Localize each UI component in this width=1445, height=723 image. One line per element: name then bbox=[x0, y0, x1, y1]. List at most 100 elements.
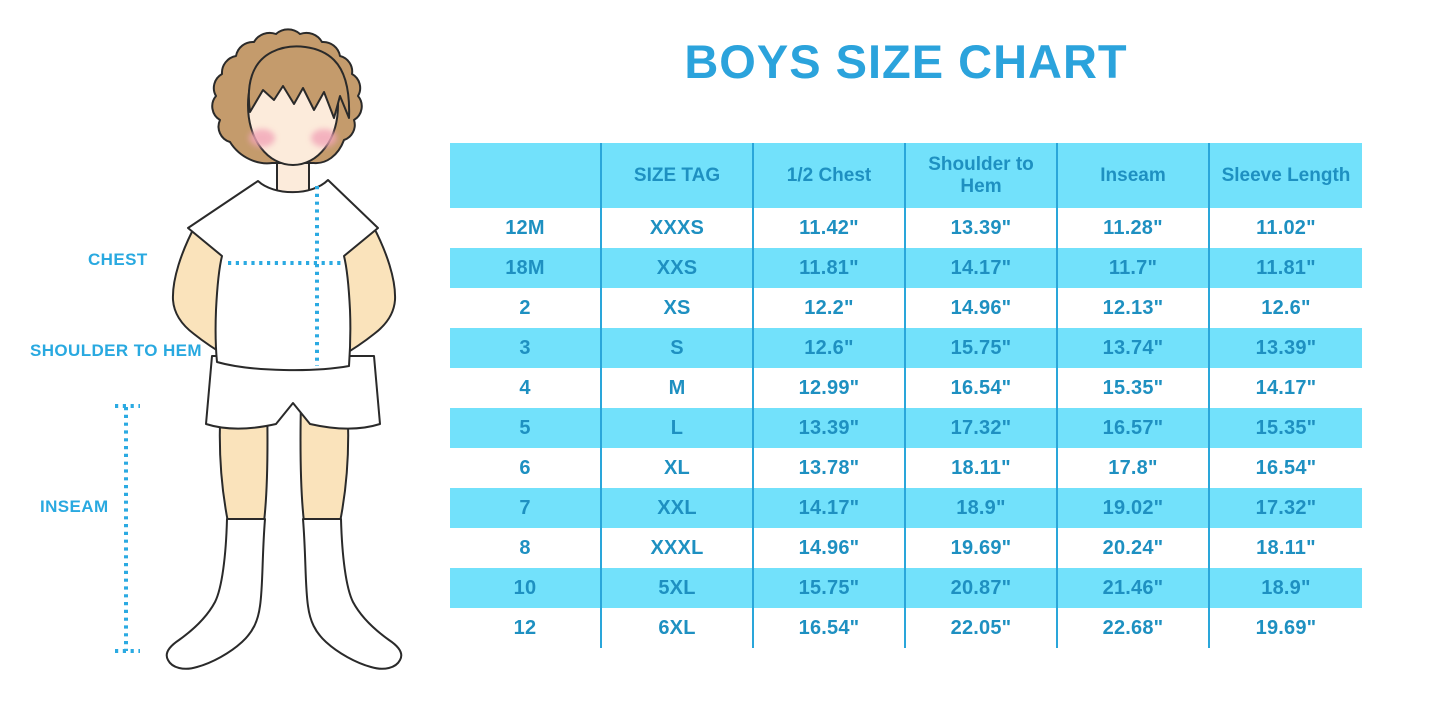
table-header-row: SIZE TAG 1/2 Chest Shoulder to Hem Inseam Sl… bbox=[450, 143, 1362, 208]
table-cell: 13.78" bbox=[754, 448, 906, 488]
table-cell: 22.68" bbox=[1058, 608, 1210, 648]
table-cell: 12.99" bbox=[754, 368, 906, 408]
blush-right bbox=[311, 129, 337, 147]
table-cell: 4 bbox=[450, 368, 602, 408]
hair-bangs bbox=[247, 45, 351, 119]
size-table: SIZE TAG 1/2 Chest Shoulder to Hem Inseam Sl… bbox=[450, 143, 1362, 648]
table-cell: 8 bbox=[450, 528, 602, 568]
table-cell: 15.35" bbox=[1255, 416, 1317, 439]
table-cell: 12.13" bbox=[1058, 288, 1210, 328]
table-cell: 5XL bbox=[602, 568, 754, 608]
table-cell: 16.57" bbox=[1058, 408, 1210, 448]
table-cell: 2 bbox=[450, 288, 602, 328]
table-body: 12M XXXS 11.42" 13.39" 11.28" 11.02" 18M XXS 11.… bbox=[450, 208, 1362, 648]
table-cell: XL bbox=[602, 448, 754, 488]
table-cell: 6 bbox=[450, 448, 602, 488]
table-cell: 11.81" bbox=[1256, 256, 1316, 279]
table-cell: 18.9" bbox=[1261, 576, 1311, 599]
boy-figure-svg bbox=[115, 28, 403, 670]
table-row: 10 5XL 15.75" 20.87" 21.46" 18.9" bbox=[450, 568, 1362, 608]
table-cell: 10 bbox=[450, 568, 602, 608]
table-cell: 17.8" bbox=[1058, 448, 1210, 488]
table-cell: 11.02" bbox=[1256, 216, 1316, 239]
table-cell: 7 bbox=[450, 488, 602, 528]
table-cell: 22.05" bbox=[906, 608, 1058, 648]
table-cell: 6XL bbox=[602, 608, 754, 648]
column-header bbox=[450, 143, 602, 208]
table-cell: 18.11" bbox=[1256, 536, 1316, 559]
table-row: 18M XXS 11.81" 14.17" 11.7" 11.81" bbox=[450, 248, 1362, 288]
table-row: 12M XXXS 11.42" 13.39" 11.28" 11.02" bbox=[450, 208, 1362, 248]
table-cell: 18.9" bbox=[906, 488, 1058, 528]
table-cell: 12.2" bbox=[754, 288, 906, 328]
table-cell: XXL bbox=[602, 488, 754, 528]
column-header: 1/2 Chest bbox=[754, 143, 906, 208]
table-cell: 18M bbox=[450, 248, 602, 288]
table-cell: 14.17" bbox=[1255, 376, 1317, 399]
table-cell: 14.17" bbox=[906, 248, 1058, 288]
table-cell: 14.96" bbox=[754, 528, 906, 568]
table-cell: 5 bbox=[450, 408, 602, 448]
table-cell: 16.54" bbox=[906, 368, 1058, 408]
table-cell: L bbox=[602, 408, 754, 448]
table-cell: 17.32" bbox=[906, 408, 1058, 448]
chest-label: CHEST bbox=[88, 250, 148, 269]
blush-left bbox=[249, 129, 275, 147]
table-cell: XXS bbox=[602, 248, 754, 288]
table-cell: 19.69" bbox=[906, 528, 1058, 568]
table-cell: 3 bbox=[450, 328, 602, 368]
column-header: Sleeve Length bbox=[1221, 164, 1351, 186]
table-cell: 19.02" bbox=[1058, 488, 1210, 528]
shoulder-to-hem-label: SHOULDER TO HEM bbox=[30, 341, 202, 360]
table-row: 12 6XL 16.54" 22.05" 22.68" 19.69" bbox=[450, 608, 1362, 648]
table-row: 7 XXL 14.17" 18.9" 19.02" 17.32" bbox=[450, 488, 1362, 528]
table-cell: 21.46" bbox=[1058, 568, 1210, 608]
table-cell: 15.75" bbox=[754, 568, 906, 608]
table-cell: XS bbox=[602, 288, 754, 328]
table-cell: M bbox=[602, 368, 754, 408]
table-cell: 15.75" bbox=[906, 328, 1058, 368]
table-row: 8 XXXL 14.96" 19.69" 20.24" 18.11" bbox=[450, 528, 1362, 568]
table-cell: S bbox=[602, 328, 754, 368]
table-cell: 14.17" bbox=[754, 488, 906, 528]
table-cell: 13.74" bbox=[1058, 328, 1210, 368]
table-cell: 13.39" bbox=[1255, 336, 1317, 359]
table-cell: 13.39" bbox=[906, 208, 1058, 248]
table-cell: XXXL bbox=[602, 528, 754, 568]
table-cell: XXXS bbox=[602, 208, 754, 248]
table-cell: 16.54" bbox=[754, 608, 906, 648]
table-cell: 11.42" bbox=[754, 208, 906, 248]
table-cell: 12M bbox=[450, 208, 602, 248]
right-sock bbox=[302, 518, 403, 670]
page-title: BOYS SIZE CHART bbox=[684, 35, 1128, 88]
shorts bbox=[205, 355, 381, 430]
table-row: 4 M 12.99" 16.54" 15.35" 14.17" bbox=[450, 368, 1362, 408]
table-cell: 20.87" bbox=[906, 568, 1058, 608]
table-cell: 16.54" bbox=[1255, 456, 1317, 479]
left-sock bbox=[165, 518, 266, 670]
column-header: Inseam bbox=[1058, 143, 1210, 208]
table-row: 3 S 12.6" 15.75" 13.74" 13.39" bbox=[450, 328, 1362, 368]
table-cell: 11.28" bbox=[1058, 208, 1210, 248]
table-cell: 11.7" bbox=[1058, 248, 1210, 288]
table-row: 2 XS 12.2" 14.96" 12.13" 12.6" bbox=[450, 288, 1362, 328]
table-cell: 15.35" bbox=[1058, 368, 1210, 408]
table-cell: 12.6" bbox=[754, 328, 906, 368]
table-cell: 20.24" bbox=[1058, 528, 1210, 568]
inseam-label: INSEAM bbox=[40, 497, 109, 516]
table-cell: 17.32" bbox=[1255, 496, 1317, 519]
table-cell: 12.6" bbox=[1261, 296, 1311, 319]
column-header: SIZE TAG bbox=[602, 143, 754, 208]
column-header: Shoulder to Hem bbox=[906, 143, 1058, 208]
table-cell: 14.96" bbox=[906, 288, 1058, 328]
table-cell: 12 bbox=[450, 608, 602, 648]
table-cell: 11.81" bbox=[754, 248, 906, 288]
table-row: 6 XL 13.78" 18.11" 17.8" 16.54" bbox=[450, 448, 1362, 488]
table-row: 5 L 13.39" 17.32" 16.57" 15.35" bbox=[450, 408, 1362, 448]
table-cell: 13.39" bbox=[754, 408, 906, 448]
boy-illustration: CHEST SHOULDER TO HEM INSEAM bbox=[0, 0, 460, 723]
table-cell: 18.11" bbox=[906, 448, 1058, 488]
tshirt bbox=[187, 179, 379, 372]
table-cell: 19.69" bbox=[1255, 616, 1317, 639]
